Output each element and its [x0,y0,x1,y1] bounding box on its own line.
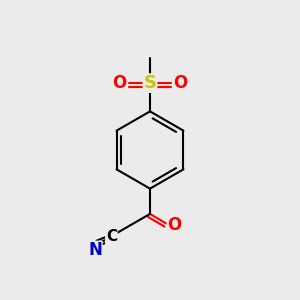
Text: N: N [88,242,102,260]
Text: O: O [112,74,127,92]
Text: O: O [167,216,182,234]
Text: O: O [173,74,188,92]
Text: C: C [106,229,117,244]
Text: S: S [143,74,157,92]
